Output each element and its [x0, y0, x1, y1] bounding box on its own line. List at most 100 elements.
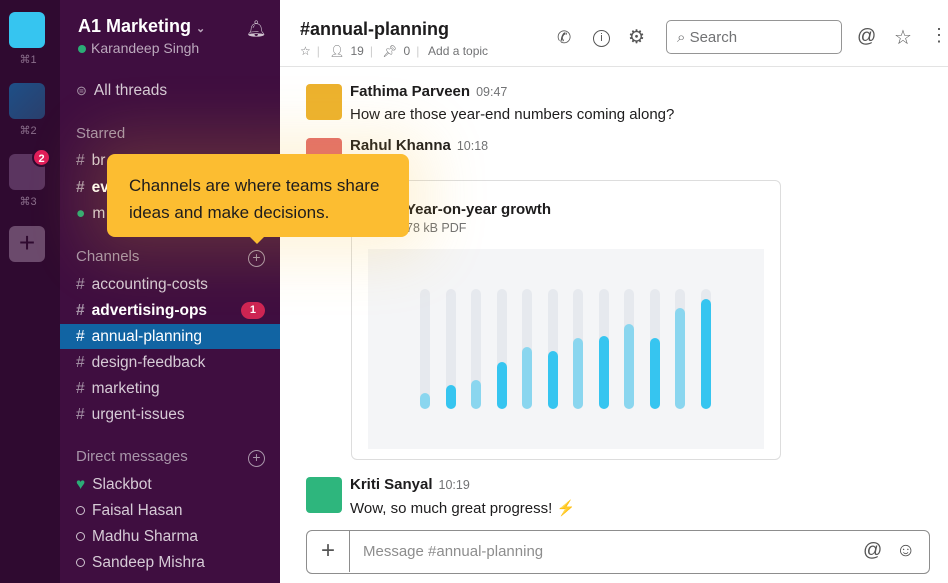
bar — [649, 338, 660, 409]
more-icon[interactable]: ⋮ — [930, 25, 948, 45]
presence-icon: ● — [76, 205, 86, 222]
hash-icon: # — [76, 179, 85, 196]
hash-icon: # — [76, 302, 85, 319]
search-placeholder: Search — [689, 29, 738, 46]
channel-item[interactable]: # advertising-ops 1 — [60, 298, 280, 323]
channel-label: accounting-costs — [91, 276, 208, 293]
hash-icon: # — [76, 354, 85, 371]
avatar[interactable] — [306, 477, 342, 513]
starred-label: m — [92, 205, 106, 222]
message-text: Wow, so much great progress! ⚡ — [350, 500, 576, 517]
phone-icon[interactable]: ✆ — [557, 28, 572, 47]
bell-icon[interactable]: 🔔︎ — [246, 21, 267, 38]
search-icon: ⌕ — [677, 29, 686, 46]
current-user: Karandeep Singh — [78, 40, 199, 56]
mention-icon[interactable]: @ — [863, 540, 883, 561]
bar — [598, 335, 609, 409]
starred-item[interactable]: # br — [60, 148, 280, 173]
timestamp[interactable]: 09:47 — [476, 85, 508, 99]
bar — [445, 385, 456, 409]
member-count[interactable]: 19 — [350, 44, 364, 58]
hash-icon: # — [76, 276, 85, 293]
add-dm-icon[interactable]: + — [248, 450, 265, 467]
bar — [522, 346, 532, 409]
author-name: Kriti Sanyal — [350, 476, 433, 493]
dm-item[interactable]: Madhu Sharma — [60, 524, 280, 549]
channels-heading[interactable]: Channels — [76, 248, 140, 265]
emoji-icon[interactable]: ☺ — [896, 540, 916, 561]
sidebar: A1 Marketing ⌄ Karandeep Singh 🔔︎ ⊜ All t… — [60, 0, 280, 583]
workspace-1[interactable] — [9, 12, 45, 48]
starred-item[interactable]: # ev — [60, 175, 280, 200]
channel-meta: ☆ | 👤︎ 19 | 📌︎ 0 | Add a topic — [300, 44, 489, 58]
workspace-3-shortcut: ⌘3 — [19, 196, 37, 208]
bar-track — [420, 289, 430, 409]
pin-icon[interactable]: 📌︎ — [382, 44, 398, 58]
hash-icon: # — [76, 328, 85, 345]
presence-away-icon — [76, 558, 85, 567]
message-composer[interactable]: + Message #annual-planning @ ☺ — [306, 530, 930, 574]
timestamp[interactable]: 10:18 — [456, 139, 489, 153]
gear-icon[interactable]: ⚙ — [628, 27, 646, 48]
info-icon[interactable]: i — [593, 30, 610, 47]
channel-item[interactable]: # marketing — [60, 376, 280, 401]
mentions-icon[interactable]: @ — [857, 26, 877, 47]
file-size: 78 kB PDF — [406, 221, 467, 235]
timestamp[interactable]: 10:19 — [438, 478, 470, 492]
add-channel-icon[interactable]: + — [248, 250, 265, 267]
file-title[interactable]: Year-on-year growth — [406, 201, 552, 218]
chevron-down-icon: ⌄ — [196, 23, 206, 35]
dm-heading[interactable]: Direct messages — [76, 448, 188, 465]
members-icon[interactable]: 👤︎ — [329, 44, 345, 58]
unread-badge: 1 — [240, 302, 265, 319]
message-text: How are those year-end numbers coming al… — [350, 106, 675, 123]
hash-icon: # — [76, 406, 85, 423]
channel-item[interactable]: # accounting-costs — [60, 272, 280, 297]
dm-label: Sandeep Mishra — [92, 554, 205, 571]
author-name: Fathima Parveen — [350, 83, 471, 100]
add-workspace-button[interactable]: + — [9, 226, 45, 262]
file-attachment[interactable]: Year-on-year growth 78 kB PDF — [351, 180, 781, 460]
composer-placeholder: Message #annual-planning — [363, 543, 544, 560]
star-icon[interactable]: ☆ — [300, 44, 311, 58]
workspace-rail: ⌘1 ⌘2 2 ⌘3 + — [0, 0, 60, 583]
channel-item[interactable]: # design-feedback — [60, 350, 280, 375]
channel-item[interactable]: # annual-planning — [60, 324, 280, 349]
channel-title: #annual-planning — [300, 19, 450, 39]
channel-header: #annual-planning ☆ | 👤︎ 19 | 📌︎ 0 | Add a top… — [280, 0, 948, 67]
bar-track — [496, 289, 507, 409]
team-name-text: A1 Marketing — [78, 16, 192, 36]
bar-track — [445, 289, 456, 409]
add-topic-link[interactable]: Add a topic — [428, 44, 489, 58]
bar — [420, 393, 430, 409]
channel-item[interactable]: # urgent-issues — [60, 402, 280, 427]
bar — [496, 362, 507, 409]
bar-track — [471, 289, 481, 409]
message-author[interactable]: Kriti Sanyal 10:19 — [350, 476, 470, 493]
star-icon[interactable]: ☆ — [894, 27, 912, 49]
search-input[interactable]: ⌕ Search — [666, 20, 842, 54]
all-threads-label: All threads — [93, 82, 168, 99]
file-preview[interactable] — [368, 249, 764, 449]
avatar[interactable] — [306, 84, 342, 120]
bar — [624, 323, 634, 409]
team-name[interactable]: A1 Marketing ⌄ — [78, 16, 205, 37]
dm-label: Faisal Hasan — [92, 502, 183, 519]
attach-button[interactable]: + — [307, 531, 350, 572]
starred-item[interactable]: ● m — [60, 201, 280, 226]
starred-heading[interactable]: Starred — [76, 125, 126, 142]
channel-view: #annual-planning ☆ | 👤︎ 19 | 📌︎ 0 | Add a top… — [280, 0, 948, 583]
all-threads[interactable]: ⊜ All threads — [60, 78, 280, 103]
dm-label: Madhu Sharma — [92, 528, 198, 545]
dm-item[interactable]: Faisal Hasan — [60, 498, 280, 523]
bar — [700, 298, 711, 409]
workspace-2[interactable] — [9, 83, 45, 119]
user-name: Karandeep Singh — [91, 40, 200, 56]
dm-item[interactable]: Sandeep Mishra — [60, 550, 280, 575]
starred-label: br — [91, 152, 106, 169]
message-author[interactable]: Rahul Khanna 10:18 — [350, 137, 488, 154]
channel-label: urgent-issues — [91, 406, 185, 423]
pin-count[interactable]: 0 — [403, 44, 411, 58]
dm-item-slackbot[interactable]: ♥ Slackbot — [60, 472, 280, 497]
message-author[interactable]: Fathima Parveen 09:47 — [350, 83, 507, 100]
